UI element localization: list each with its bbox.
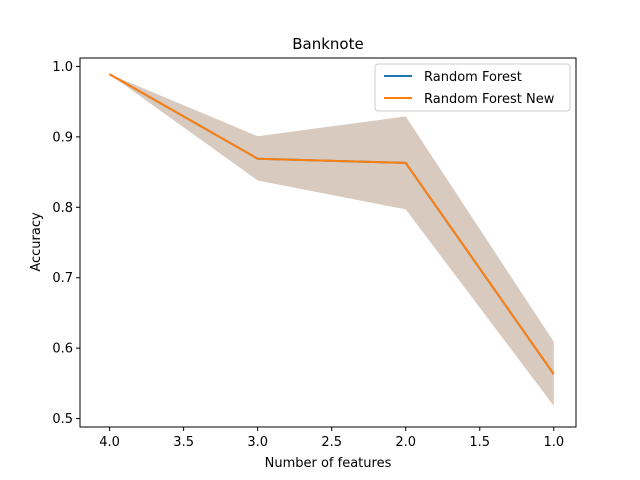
x-axis: 4.0 3.5 3.0 2.5 2.0 1.5 1.0	[99, 427, 564, 450]
chart-title: Banknote	[292, 35, 363, 53]
series-layer	[109, 73, 555, 375]
x-tick-label: 1.0	[543, 435, 564, 450]
series-line-random-forest-new	[109, 73, 555, 375]
x-tick-label: 3.5	[173, 435, 194, 450]
y-tick-label: 1.0	[52, 60, 73, 75]
y-tick-label: 0.6	[52, 342, 73, 357]
y-tick-label: 0.9	[52, 130, 73, 145]
x-tick-label: 3.0	[247, 435, 268, 450]
y-axis-label: Accuracy	[29, 212, 44, 272]
y-tick-label: 0.8	[52, 201, 73, 216]
legend-label-random-forest-new: Random Forest New	[424, 92, 555, 107]
legend-label-random-forest: Random Forest	[424, 70, 522, 85]
x-tick-label: 2.0	[395, 435, 416, 450]
x-axis-label: Number of features	[265, 456, 392, 471]
confidence-band	[109, 74, 554, 406]
y-tick-label: 0.7	[52, 271, 73, 286]
x-tick-label: 4.0	[99, 435, 120, 450]
y-tick-label: 0.5	[52, 412, 73, 427]
plot-frame	[79, 57, 577, 428]
legend: Random Forest Random Forest New	[374, 63, 571, 112]
y-axis: 0.5 0.6 0.7 0.8 0.9 1.0	[52, 60, 80, 427]
band-layer	[109, 74, 554, 406]
legend-box	[374, 63, 571, 112]
x-tick-label: 2.5	[321, 435, 342, 450]
x-tick-label: 1.5	[469, 435, 490, 450]
